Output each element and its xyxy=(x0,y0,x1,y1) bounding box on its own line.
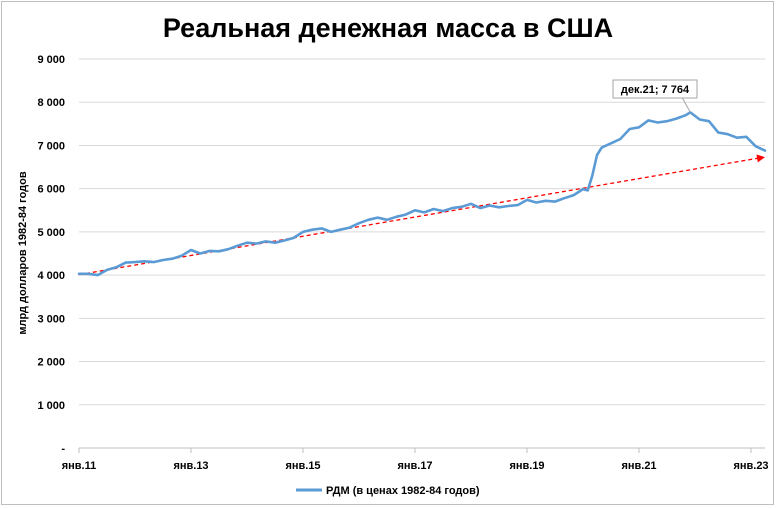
annotation-label: дек.21; 7 764 xyxy=(621,84,690,96)
x-tick-label: янв.23 xyxy=(733,460,768,472)
x-tick-label: янв.11 xyxy=(62,460,97,472)
legend-label: РДМ (в ценах 1982-84 годов) xyxy=(326,485,480,497)
x-tick-label: янв.17 xyxy=(397,460,432,472)
y-tick-label: 7 000 xyxy=(37,140,65,152)
x-tick-label: янв.13 xyxy=(173,460,208,472)
x-axis-ticks: янв.11 янв.13 янв.15 янв.17 янв.19 янв.21 янв.… xyxy=(62,460,769,472)
y-tick-label: 5 000 xyxy=(37,227,65,239)
y-tick-label: - xyxy=(61,443,65,455)
annotation-box xyxy=(612,79,698,99)
y-tick-label: 4 000 xyxy=(37,270,65,282)
y-tick-label: 2 000 xyxy=(37,357,65,369)
peak-annotation: дек.21; 7 764 xyxy=(612,79,698,113)
x-tick-label: янв.21 xyxy=(621,460,656,472)
legend: РДМ (в ценах 1982-84 годов) xyxy=(296,485,480,497)
x-tick-label: янв.19 xyxy=(509,460,544,472)
y-tick-label: 9 000 xyxy=(37,54,65,66)
trend-dashed-line xyxy=(78,157,760,276)
y-axis-label: млрд долларов 1982-84 годов xyxy=(17,171,29,335)
gridlines xyxy=(79,58,765,406)
trend-arrowhead xyxy=(756,154,765,163)
chart-title: Реальная денежная масса в США xyxy=(163,13,613,43)
y-axis-ticks: - 1 000 2 000 3 000 4 000 5 000 6 000 7 000 8 00… xyxy=(37,54,65,455)
y-tick-label: 8 000 xyxy=(37,97,65,109)
y-tick-label: 3 000 xyxy=(37,313,65,325)
annotation-leader xyxy=(681,97,691,113)
series-line xyxy=(77,111,767,277)
y-tick-label: 6 000 xyxy=(37,184,65,196)
x-axis xyxy=(78,447,765,453)
x-tick-label: янв.15 xyxy=(285,460,320,472)
series-group xyxy=(77,111,767,277)
trend-line xyxy=(78,154,765,276)
y-tick-label: 1 000 xyxy=(37,400,65,412)
